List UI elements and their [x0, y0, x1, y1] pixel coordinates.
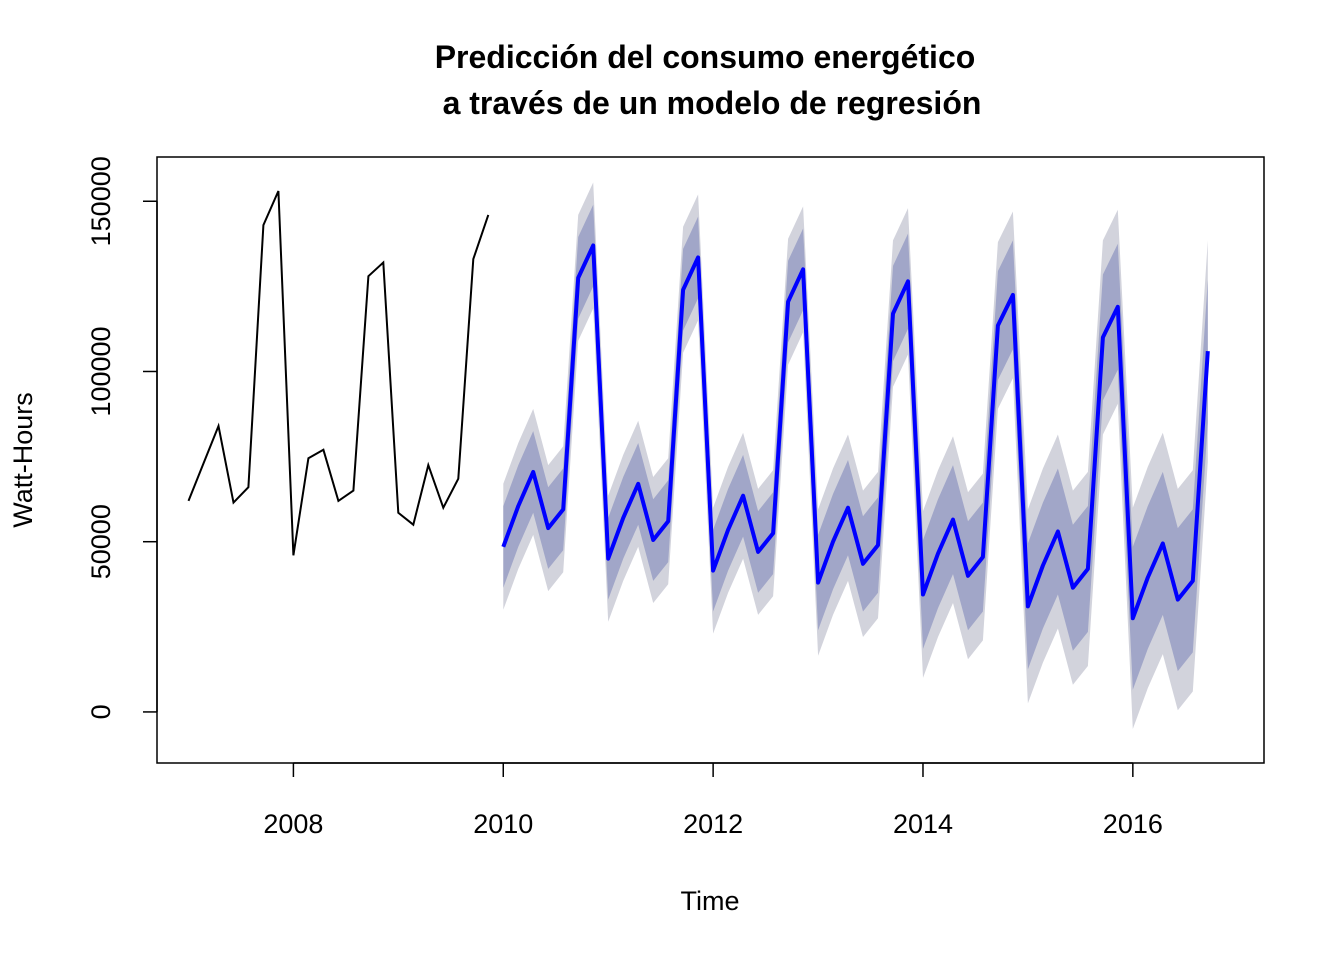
series-lines: [187, 190, 1210, 621]
forecast-line: [501, 243, 1210, 621]
y-tick-label: 100000: [86, 326, 116, 416]
y-tick-label: 50000: [86, 504, 116, 579]
y-tick-label: 150000: [86, 156, 116, 246]
y-tick-label: 0: [86, 704, 116, 719]
chart-title-line1: Predicción del consumo energético: [435, 39, 976, 75]
y-axis: 0 50000 100000 150000: [86, 156, 158, 719]
x-tick-label: 2014: [893, 809, 953, 839]
chart-title-line2: a través de un modelo de regresión: [443, 85, 982, 121]
x-tick-label: 2012: [683, 809, 743, 839]
x-tick-label: 2008: [263, 809, 323, 839]
y-axis-label: Watt-Hours: [8, 392, 38, 528]
x-tick-label: 2010: [473, 809, 533, 839]
x-axis-label: Time: [681, 886, 740, 916]
x-tick-label: 2016: [1103, 809, 1163, 839]
prediction-interval-95: [503, 182, 1208, 729]
x-axis: 2008 2010 2012 2014 2016: [263, 762, 1163, 839]
band-95-area: [503, 182, 1208, 729]
history-line: [187, 190, 490, 556]
